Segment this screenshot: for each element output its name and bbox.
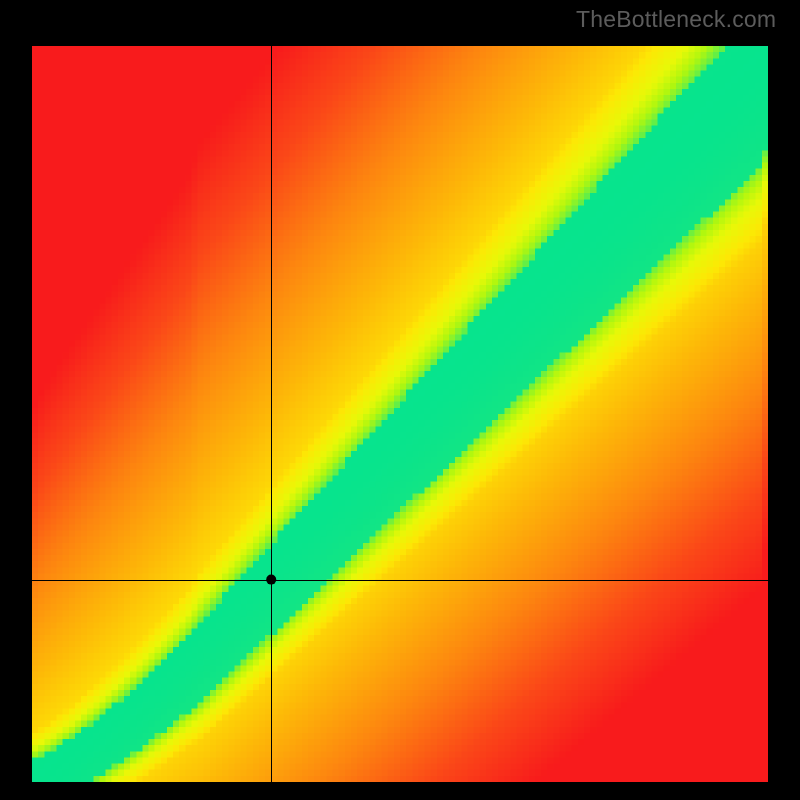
frame-bottom bbox=[18, 782, 782, 796]
frame-top bbox=[18, 32, 782, 46]
frame-right bbox=[768, 32, 782, 796]
watermark-text: TheBottleneck.com bbox=[576, 6, 776, 33]
crosshair-overlay bbox=[32, 46, 768, 782]
frame-left bbox=[18, 32, 32, 796]
